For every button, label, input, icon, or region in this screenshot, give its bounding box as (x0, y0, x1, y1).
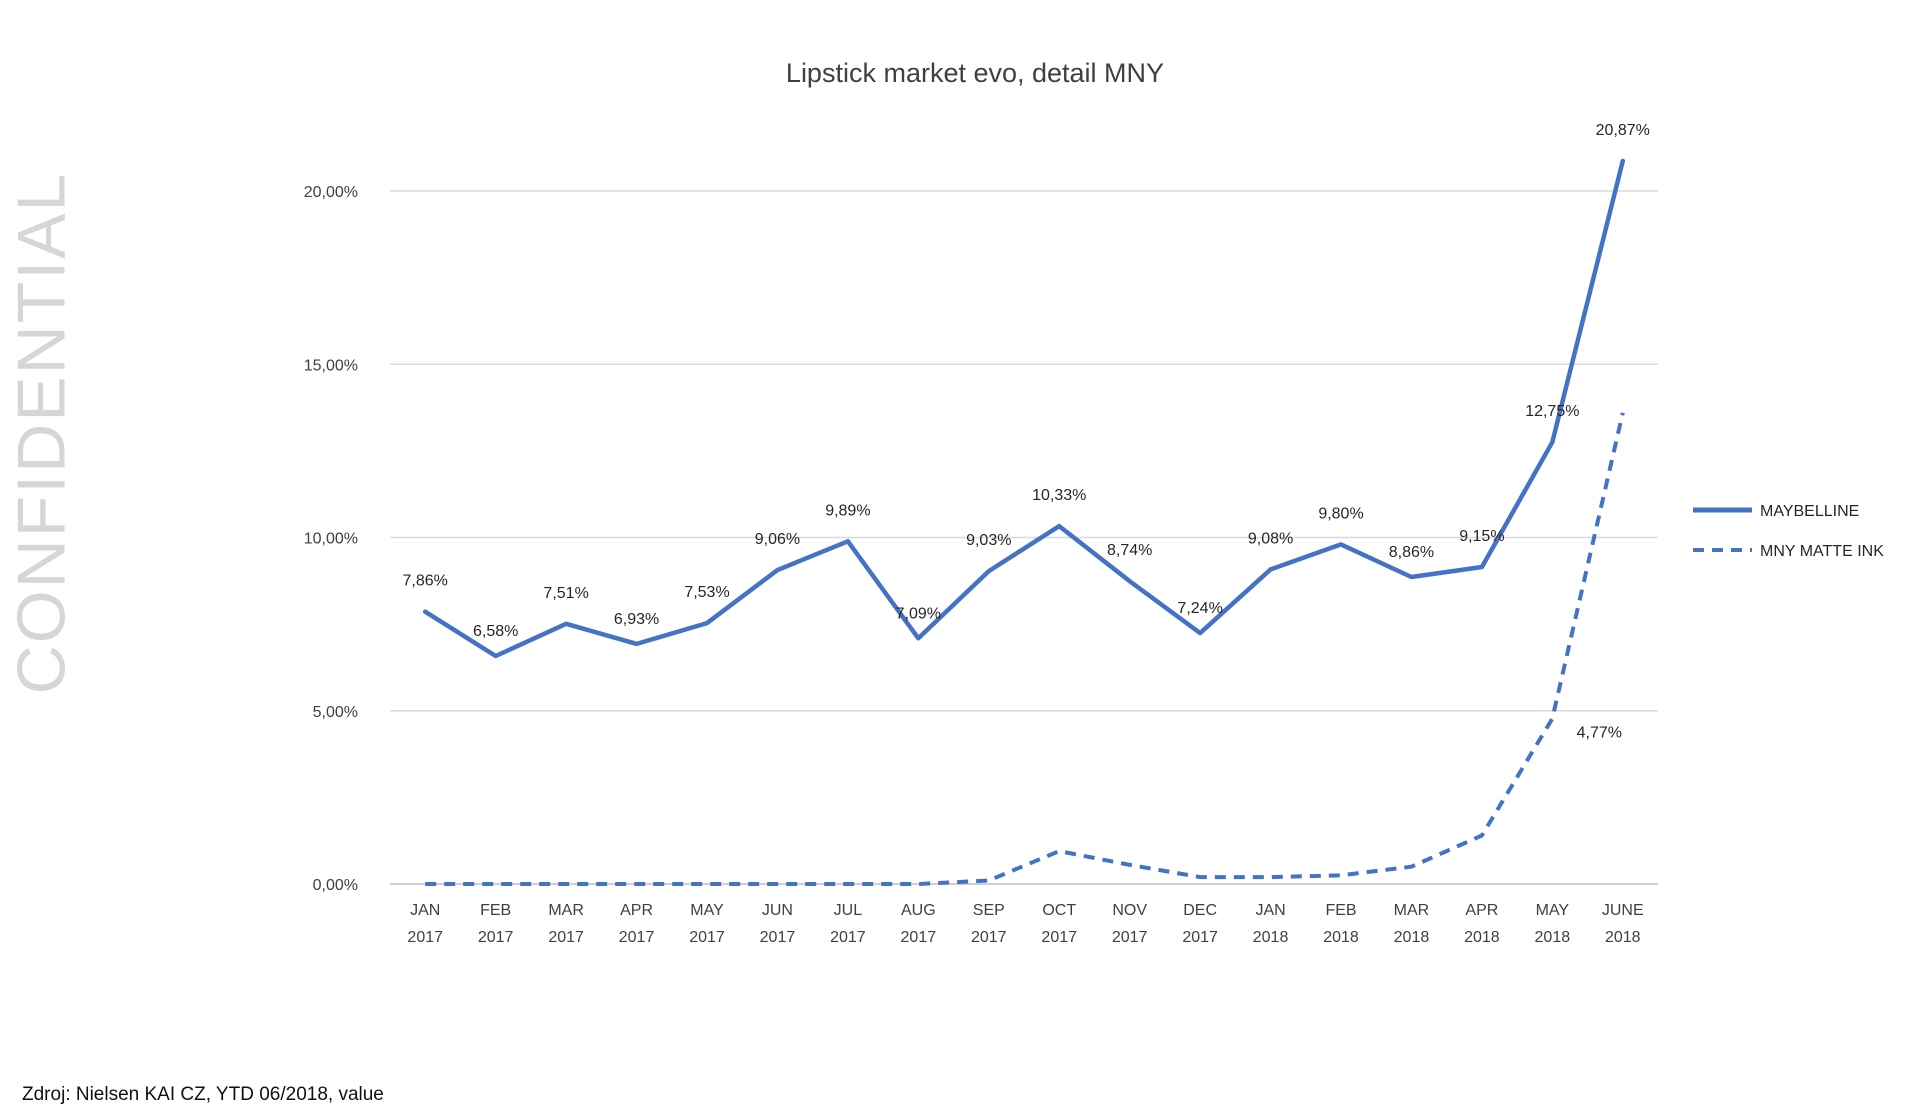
x-tick-label: MAR (548, 902, 584, 919)
data-label: 7,86% (403, 573, 448, 590)
data-label: 8,74% (1107, 542, 1152, 559)
x-tick-label: JUNE (1602, 902, 1644, 919)
x-tick-label: 2018 (1253, 929, 1289, 946)
data-label: 9,03% (966, 532, 1011, 549)
data-label: 10,33% (1032, 487, 1086, 504)
x-tick-label: JUN (762, 902, 793, 919)
data-labels: 7,86% 6,58% 7,51% 6,93% 7,53% 9,06% 9,89% 7,09%… (403, 122, 1650, 742)
data-label: 6,58% (473, 623, 518, 640)
x-tick-label: OCT (1042, 902, 1076, 919)
data-label: 7,51% (543, 585, 588, 602)
data-label: 6,93% (614, 611, 659, 628)
x-tick-label: FEB (480, 902, 511, 919)
gridlines (390, 190, 1658, 885)
chart-title: Lipstick market evo, detail MNY (786, 58, 1164, 88)
x-tick-label: 2017 (478, 929, 514, 946)
x-tick-label: 2018 (1323, 929, 1359, 946)
x-tick-label: 2017 (760, 929, 796, 946)
x-tick-label: 2018 (1605, 929, 1641, 946)
x-tick-label: 2018 (1535, 929, 1571, 946)
data-label: 20,87% (1596, 122, 1650, 139)
data-label: 9,15% (1459, 528, 1504, 545)
x-tick-label: DEC (1183, 902, 1217, 919)
x-tick-label: JAN (410, 902, 440, 919)
y-tick-label: 15,00% (304, 357, 358, 374)
y-tick-label: 10,00% (304, 531, 358, 548)
x-tick-label: 2017 (971, 929, 1007, 946)
x-tick-label: JUL (834, 902, 863, 919)
data-label: 7,53% (684, 584, 729, 601)
x-tick-label: MAR (1394, 902, 1430, 919)
x-tick-label: AUG (901, 902, 936, 919)
x-tick-label: 2017 (689, 929, 725, 946)
legend-label: MNY MATTE INK (1760, 543, 1884, 560)
data-label: 12,75% (1525, 403, 1579, 420)
y-axis: 0,00% 5,00% 10,00% 15,00% 20,00% (304, 184, 358, 894)
data-label: 9,06% (755, 531, 800, 548)
series-line-mny-matte-ink (425, 412, 1625, 886)
x-tick-label: FEB (1325, 902, 1356, 919)
x-tick-label: 2017 (1112, 929, 1148, 946)
data-label: 7,09% (896, 605, 941, 622)
x-tick-label: 2017 (1182, 929, 1218, 946)
data-label: 9,89% (825, 502, 870, 519)
x-tick-label: 2017 (407, 929, 443, 946)
x-tick-label: 2017 (1041, 929, 1077, 946)
data-label: 9,08% (1248, 530, 1293, 547)
x-tick-label: MAY (690, 902, 724, 919)
x-tick-label: APR (620, 902, 653, 919)
x-tick-label: MAY (1536, 902, 1570, 919)
legend-label: MAYBELLINE (1760, 503, 1859, 520)
y-tick-label: 0,00% (313, 877, 358, 894)
series-lines (422, 158, 1626, 886)
x-tick-label: SEP (973, 902, 1005, 919)
x-axis: JAN 2017 FEB 2017 MAR 2017 APR 2017 MAY 2017 JUN 20… (407, 902, 1643, 946)
series-line-maybelline (422, 158, 1626, 659)
x-tick-label: NOV (1112, 902, 1147, 919)
x-tick-label: APR (1465, 902, 1498, 919)
data-label: 9,80% (1318, 505, 1363, 522)
data-label: 4,77% (1577, 725, 1622, 742)
source-note: Zdroj: Nielsen KAI CZ, YTD 06/2018, valu… (22, 1084, 384, 1105)
data-label: 7,24% (1177, 600, 1222, 617)
x-tick-label: 2017 (830, 929, 866, 946)
y-tick-label: 20,00% (304, 184, 358, 201)
x-tick-label: JAN (1255, 902, 1285, 919)
x-tick-label: 2017 (619, 929, 655, 946)
data-label: 8,86% (1389, 544, 1434, 561)
x-tick-label: 2017 (548, 929, 584, 946)
x-tick-label: 2017 (901, 929, 937, 946)
x-tick-label: 2018 (1464, 929, 1500, 946)
legend: MAYBELLINE MNY MATTE INK (1693, 503, 1884, 560)
x-tick-label: 2018 (1394, 929, 1430, 946)
y-tick-label: 5,00% (313, 704, 358, 721)
